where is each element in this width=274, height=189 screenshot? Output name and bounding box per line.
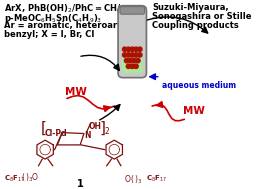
Circle shape [130, 53, 135, 57]
FancyBboxPatch shape [118, 6, 147, 78]
Text: C$_8$F$_{17}$: C$_8$F$_{17}$ [4, 173, 25, 184]
Text: N: N [84, 131, 90, 140]
Text: ArX, PhB(OH)$_2$/PhC$\equiv$CH/: ArX, PhB(OH)$_2$/PhC$\equiv$CH/ [4, 3, 122, 15]
Text: C$_8$F$_{17}$: C$_8$F$_{17}$ [147, 173, 168, 184]
Circle shape [134, 64, 138, 68]
Text: [: [ [40, 121, 46, 136]
Circle shape [128, 58, 133, 63]
FancyBboxPatch shape [122, 58, 143, 73]
Circle shape [122, 47, 127, 51]
Text: OH: OH [89, 122, 102, 131]
Text: Cl-Pd: Cl-Pd [44, 129, 67, 138]
Text: 2: 2 [105, 127, 110, 136]
Circle shape [130, 47, 135, 51]
Circle shape [126, 64, 131, 68]
Text: Suzuki-Miyaura,: Suzuki-Miyaura, [152, 3, 229, 12]
Text: MW: MW [65, 87, 87, 97]
Text: ($\,$)$_3$O: ($\,$)$_3$O [21, 171, 40, 184]
Circle shape [138, 47, 142, 51]
Circle shape [124, 58, 129, 63]
Circle shape [126, 47, 131, 51]
Text: Sonogashira or Stille: Sonogashira or Stille [152, 12, 252, 21]
Circle shape [130, 64, 135, 68]
Text: 1: 1 [77, 179, 84, 189]
Text: Ar = aromatic, heteroaryl,: Ar = aromatic, heteroaryl, [4, 21, 129, 30]
Text: aqueous medium: aqueous medium [162, 81, 236, 91]
Circle shape [126, 53, 131, 57]
Circle shape [136, 58, 140, 63]
Text: p-MeOC$_6$H$_5$Sn(C$_4$H$_9$)$_3$: p-MeOC$_6$H$_5$Sn(C$_4$H$_9$)$_3$ [4, 12, 103, 25]
Text: benzyl; X = I, Br, Cl: benzyl; X = I, Br, Cl [4, 30, 95, 39]
Text: ]: ] [99, 121, 105, 136]
Circle shape [138, 53, 142, 57]
Text: MW: MW [183, 106, 205, 116]
Circle shape [132, 58, 136, 63]
FancyBboxPatch shape [120, 7, 145, 14]
Circle shape [122, 53, 127, 57]
Circle shape [134, 53, 138, 57]
Circle shape [134, 47, 138, 51]
Text: O($\,$)$_3$: O($\,$)$_3$ [124, 173, 142, 186]
Text: Coupling products: Coupling products [152, 21, 239, 30]
